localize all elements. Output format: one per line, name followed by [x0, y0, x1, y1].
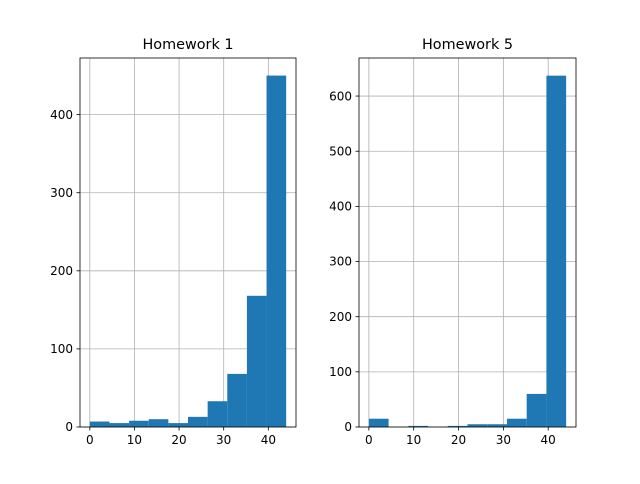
x-tick-label: 10: [406, 433, 421, 447]
panel-title: Homework 5: [422, 37, 513, 53]
x-tick-label: 40: [261, 433, 276, 447]
y-tick-label: 400: [50, 108, 73, 122]
y-tick-label: 600: [329, 89, 352, 103]
histogram-bar: [467, 424, 488, 427]
histogram-bar: [207, 401, 228, 427]
histogram-bar: [506, 418, 527, 427]
axes-frame: [358, 57, 577, 428]
y-tick-label: 400: [329, 200, 352, 214]
x-tick-label: 10: [127, 433, 142, 447]
histogram-bar: [526, 393, 547, 427]
histogram-bar: [188, 416, 208, 427]
x-tick-label: 0: [86, 433, 94, 447]
x-tick-label: 0: [365, 433, 373, 447]
histogram-bar: [447, 425, 468, 427]
y-tick-label: 0: [344, 420, 352, 434]
y-tick-label: 300: [329, 255, 352, 269]
panel-title: Homework 1: [142, 37, 233, 53]
y-tick-label: 500: [329, 144, 352, 158]
histogram-bar: [227, 373, 247, 427]
histogram-bar: [408, 425, 429, 427]
y-tick-label: 100: [329, 365, 352, 379]
x-tick-label: 40: [541, 433, 556, 447]
y-tick-label: 200: [50, 264, 73, 278]
histogram-bar: [246, 295, 267, 427]
histogram-bar: [368, 418, 389, 427]
histogram-bar: [168, 423, 188, 427]
axes-frame: [79, 57, 297, 428]
histogram-bar: [266, 75, 287, 428]
histogram-bar: [109, 423, 130, 427]
y-tick-label: 300: [50, 186, 73, 200]
histogram-bar: [89, 421, 110, 427]
histogram-bar: [546, 75, 567, 428]
x-tick-label: 30: [216, 433, 231, 447]
histogram-bar: [129, 420, 149, 427]
x-tick-label: 20: [451, 433, 466, 447]
histogram-bar: [487, 424, 507, 427]
x-tick-label: 20: [171, 433, 186, 447]
y-tick-label: 100: [50, 342, 73, 356]
x-tick-label: 30: [496, 433, 511, 447]
y-tick-label: 0: [65, 420, 73, 434]
y-tick-label: 200: [329, 310, 352, 324]
histogram-bar: [148, 419, 169, 427]
